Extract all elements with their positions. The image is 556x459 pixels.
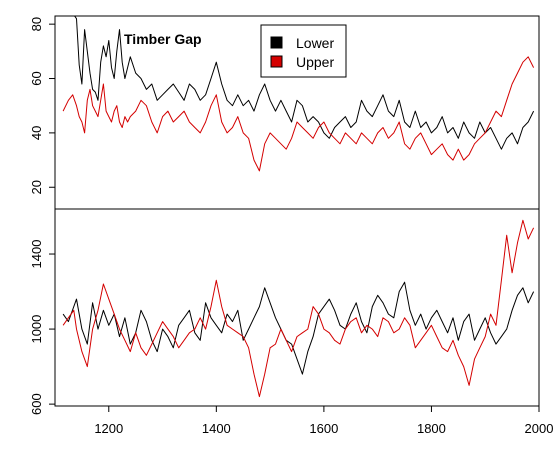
top-panel: 20 40 60 80 Timber Gap Lower Upper: [29, 15, 540, 210]
top-y-tick-label: 40: [29, 126, 44, 140]
bottom-y-tick-label: 1000: [29, 315, 44, 344]
legend-swatch-lower: [270, 36, 283, 49]
bottom-panel: 600 1000 1400: [29, 208, 540, 415]
legend: Lower Upper: [260, 24, 347, 78]
top-y-tick-label: 80: [29, 17, 44, 31]
top-plot-area: [62, 16, 535, 172]
top-y-tick-label: 20: [29, 180, 44, 194]
panel-title: Timber Gap: [124, 31, 202, 47]
bottom-y-axis: 600 1000 1400: [29, 240, 55, 415]
x-tick-label: 1400: [202, 421, 231, 436]
legend-label-lower: Lower: [296, 35, 334, 51]
x-tick-label: 1800: [417, 421, 446, 436]
bottom-y-tick-label: 1400: [29, 240, 44, 269]
top-series-lower-line: [73, 16, 535, 150]
top-y-axis: 20 40 60 80: [29, 17, 55, 194]
bottom-panel-frame: [54, 208, 540, 407]
x-tick-label: 1200: [94, 421, 123, 436]
legend-box: [260, 24, 347, 78]
bottom-plot-area: [62, 219, 535, 398]
top-y-tick-label: 60: [29, 71, 44, 85]
x-tick-label: 2000: [525, 421, 554, 436]
legend-swatch-upper: [270, 55, 283, 68]
x-axis: 1200 1400 1600 1800 2000: [94, 406, 553, 436]
bottom-y-tick-label: 600: [29, 393, 44, 415]
legend-label-upper: Upper: [296, 54, 334, 70]
x-tick-label: 1600: [309, 421, 338, 436]
bottom-series-upper-line: [62, 219, 535, 398]
bottom-series-lower-line: [62, 281, 535, 375]
top-series-upper-line: [62, 56, 535, 172]
